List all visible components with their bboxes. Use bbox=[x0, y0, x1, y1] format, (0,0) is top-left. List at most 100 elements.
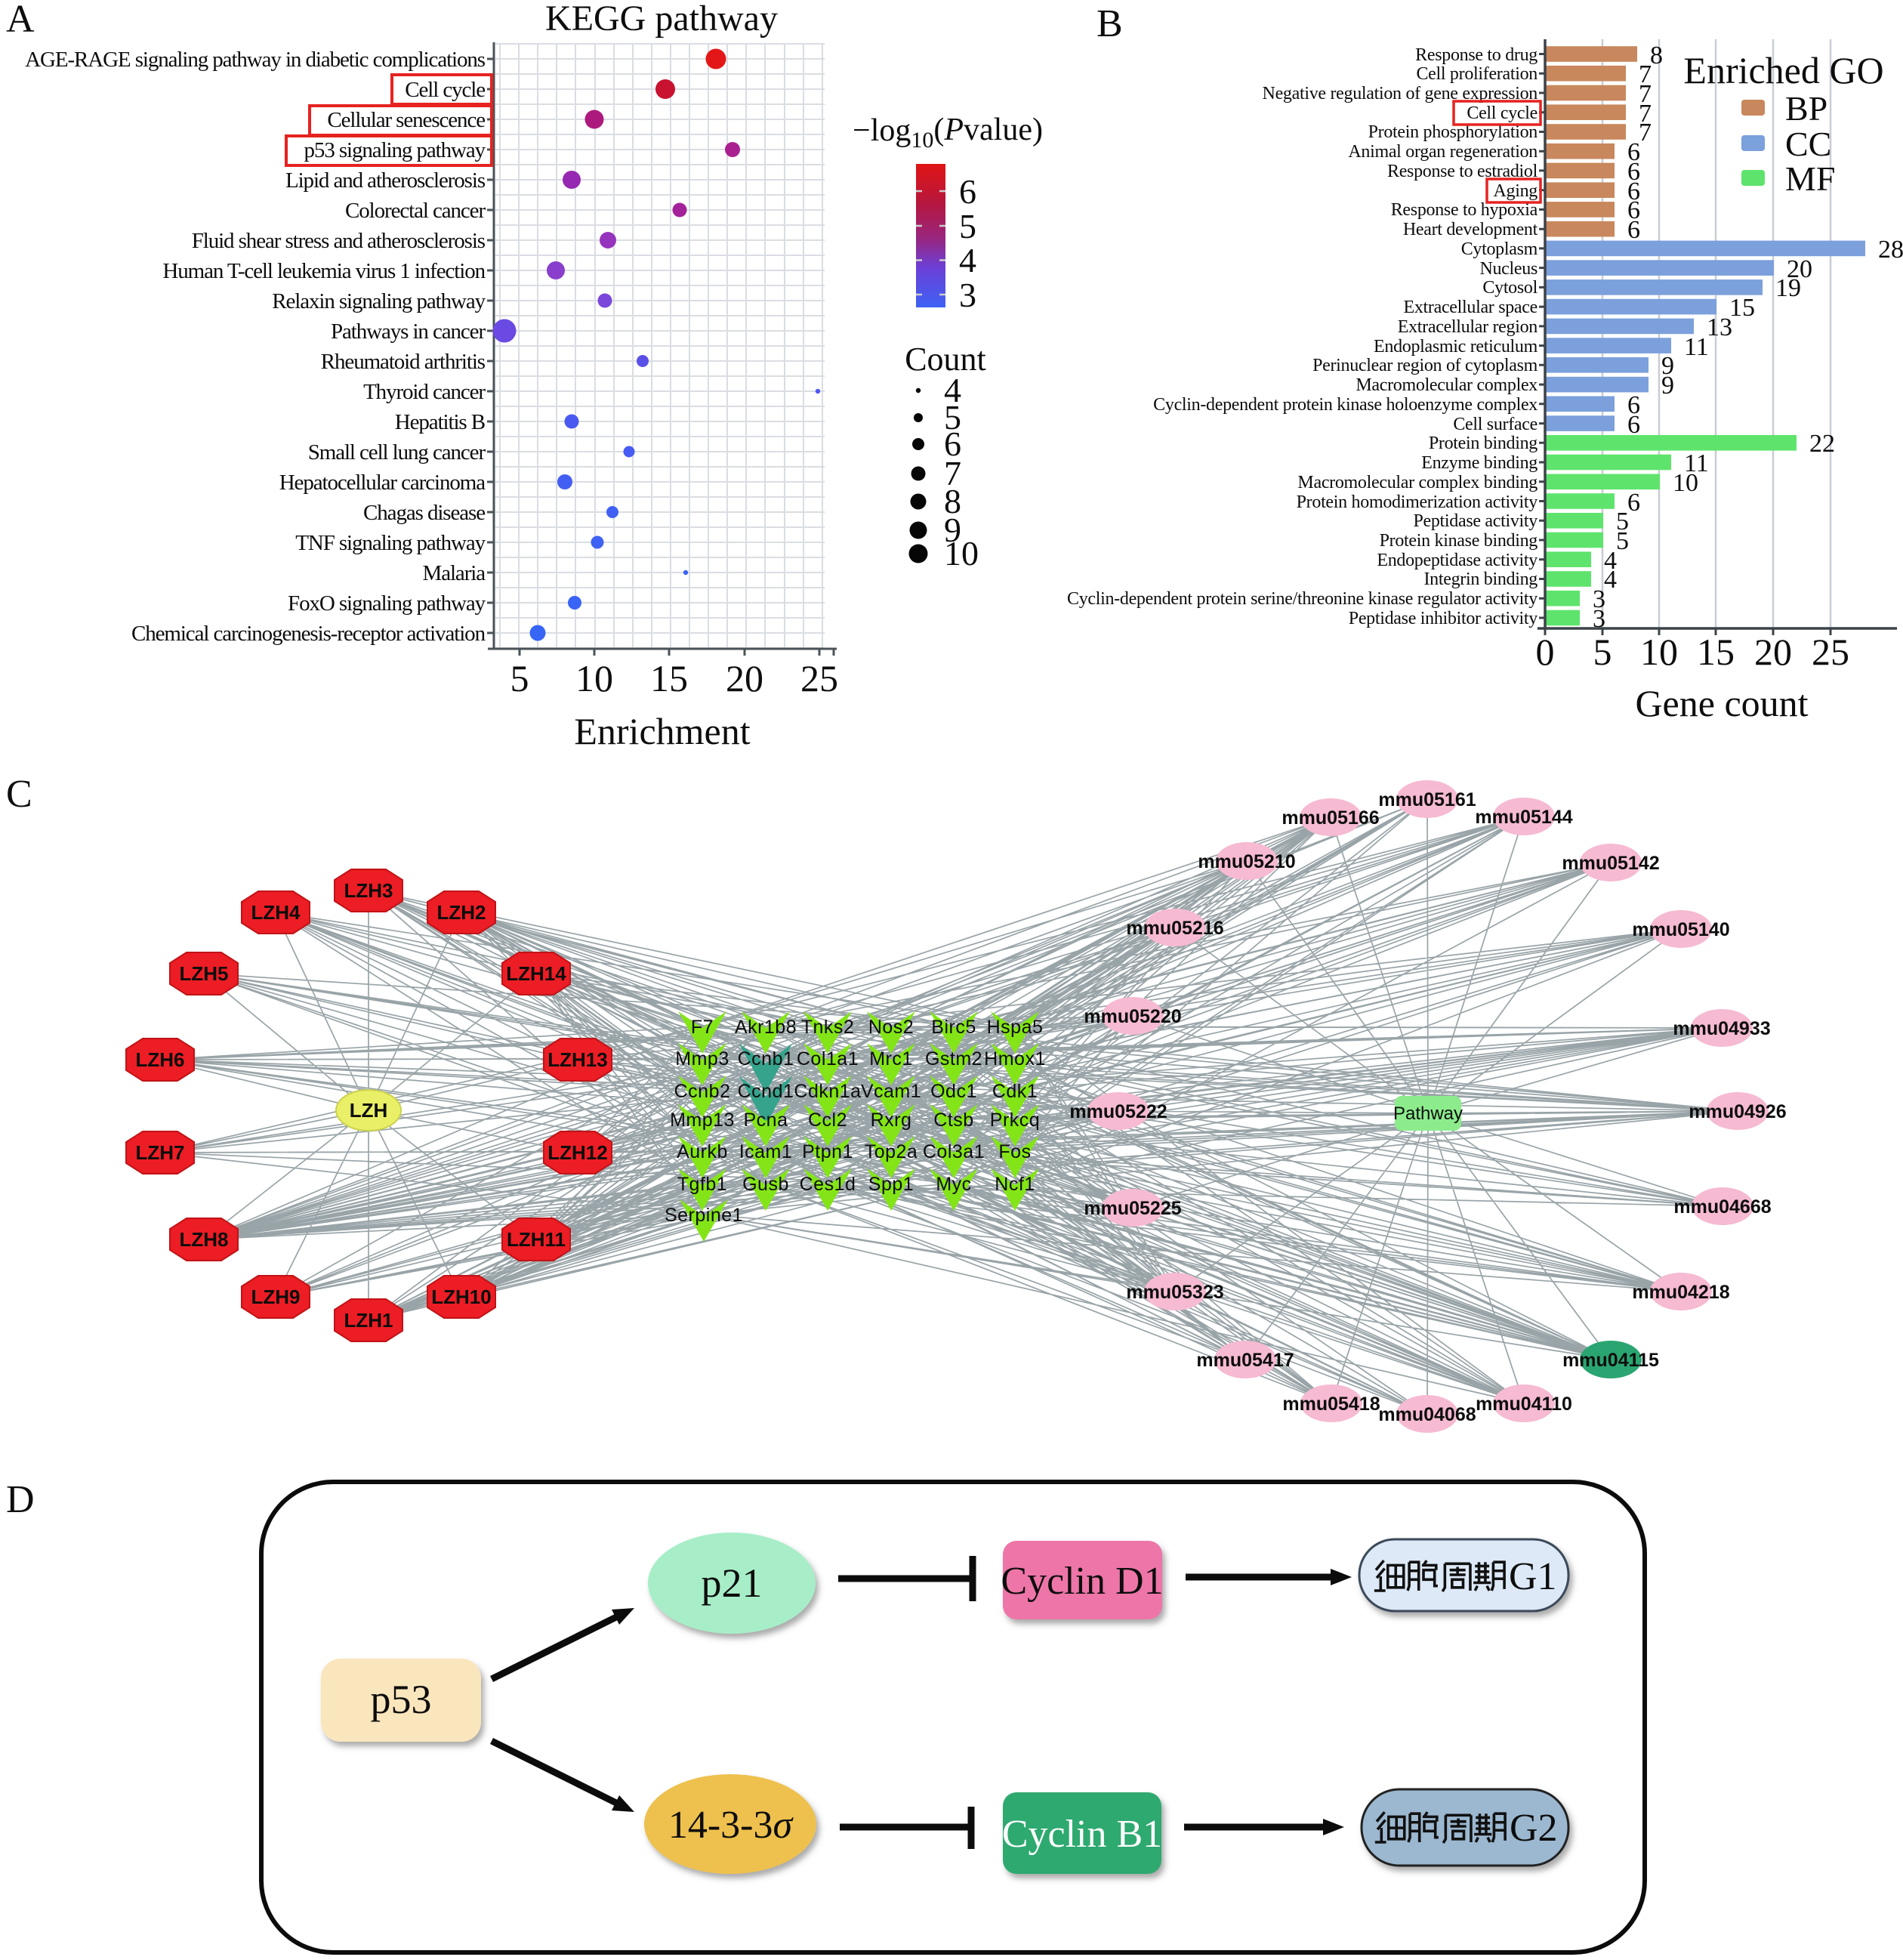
svg-text:15: 15 bbox=[650, 657, 688, 699]
svg-text:LZH2: LZH2 bbox=[437, 901, 486, 924]
svg-text:7: 7 bbox=[944, 454, 961, 492]
svg-text:Small cell lung cancer: Small cell lung cancer bbox=[308, 440, 486, 465]
svg-text:mmu05210: mmu05210 bbox=[1198, 851, 1295, 872]
svg-text:Gene count: Gene count bbox=[1635, 682, 1808, 724]
svg-text:11: 11 bbox=[1684, 449, 1709, 477]
svg-text:Cellular senescence: Cellular senescence bbox=[327, 108, 485, 132]
svg-text:Perinuclear region of cytoplas: Perinuclear region of cytoplasm bbox=[1312, 356, 1538, 375]
svg-text:Cell surface: Cell surface bbox=[1453, 415, 1538, 434]
svg-text:9: 9 bbox=[944, 511, 961, 549]
svg-text:6: 6 bbox=[944, 424, 961, 463]
svg-text:13: 13 bbox=[1707, 313, 1732, 341]
svg-text:8: 8 bbox=[1650, 42, 1663, 69]
svg-text:Prkcq: Prkcq bbox=[990, 1110, 1040, 1131]
svg-text:Cell cycle: Cell cycle bbox=[405, 78, 485, 102]
svg-text:Spp1: Spp1 bbox=[868, 1174, 914, 1195]
svg-text:9: 9 bbox=[1661, 372, 1674, 400]
svg-text:Gstm2: Gstm2 bbox=[925, 1048, 982, 1070]
svg-text:p21: p21 bbox=[702, 1560, 763, 1606]
svg-text:mmu05142: mmu05142 bbox=[1562, 853, 1659, 874]
svg-text:LZH5: LZH5 bbox=[180, 962, 229, 985]
svg-text:Odc1: Odc1 bbox=[930, 1081, 977, 1102]
svg-text:mmu04068: mmu04068 bbox=[1378, 1404, 1476, 1425]
svg-text:Peptidase activity: Peptidase activity bbox=[1413, 511, 1538, 531]
svg-text:Pcna: Pcna bbox=[744, 1110, 788, 1131]
svg-text:Aging: Aging bbox=[1493, 181, 1538, 201]
svg-text:Cyclin D1: Cyclin D1 bbox=[1001, 1560, 1163, 1603]
svg-text:Peptidase inhibitor activity: Peptidase inhibitor activity bbox=[1349, 609, 1538, 628]
svg-text:Col1a1: Col1a1 bbox=[797, 1048, 859, 1070]
svg-text:Mmp3: Mmp3 bbox=[675, 1048, 729, 1070]
svg-text:Endoplasmic reticulum: Endoplasmic reticulum bbox=[1374, 337, 1538, 357]
svg-text:Integrin binding: Integrin binding bbox=[1423, 569, 1538, 589]
svg-text:F7: F7 bbox=[691, 1017, 714, 1038]
svg-text:Chagas disease: Chagas disease bbox=[363, 501, 485, 525]
svg-text:6: 6 bbox=[1627, 411, 1640, 439]
svg-text:C: C bbox=[6, 773, 32, 816]
svg-text:Count: Count bbox=[905, 341, 986, 378]
svg-text:mmu05166: mmu05166 bbox=[1282, 807, 1379, 829]
svg-text:LZH4: LZH4 bbox=[251, 901, 301, 924]
svg-text:Ccnb2: Ccnb2 bbox=[674, 1081, 731, 1102]
svg-text:Enriched GO: Enriched GO bbox=[1683, 49, 1883, 91]
svg-text:6: 6 bbox=[1627, 177, 1640, 205]
svg-text:Cell proliferation: Cell proliferation bbox=[1416, 64, 1538, 84]
svg-text:D: D bbox=[6, 1478, 35, 1521]
svg-text:Rxrg: Rxrg bbox=[871, 1110, 912, 1131]
svg-text:LZH12: LZH12 bbox=[547, 1141, 607, 1164]
svg-text:Mmp13: Mmp13 bbox=[670, 1110, 735, 1131]
svg-text:LZH8: LZH8 bbox=[180, 1228, 229, 1251]
svg-text:Fluid shear stress and atheros: Fluid shear stress and atherosclerosis bbox=[192, 229, 486, 253]
svg-text:LZH11: LZH11 bbox=[507, 1228, 566, 1251]
svg-text:25: 25 bbox=[1812, 631, 1849, 673]
svg-text:7: 7 bbox=[1639, 119, 1652, 147]
svg-text:6: 6 bbox=[1627, 196, 1640, 224]
svg-text:Cytosol: Cytosol bbox=[1482, 278, 1538, 298]
svg-text:Macromolecular complex: Macromolecular complex bbox=[1356, 375, 1538, 395]
svg-text:5: 5 bbox=[959, 207, 976, 245]
svg-text:10: 10 bbox=[575, 657, 613, 699]
svg-text:4: 4 bbox=[1604, 547, 1617, 575]
svg-text:KEGG pathway: KEGG pathway bbox=[545, 0, 778, 39]
svg-text:LZH14: LZH14 bbox=[506, 962, 566, 985]
svg-text:Macromolecular complex binding: Macromolecular complex binding bbox=[1297, 473, 1538, 492]
svg-text:Extracellular space: Extracellular space bbox=[1403, 298, 1538, 317]
svg-text:6: 6 bbox=[1627, 391, 1640, 419]
svg-text:FoxO signaling pathway: FoxO signaling pathway bbox=[288, 591, 486, 616]
svg-text:25: 25 bbox=[800, 657, 838, 699]
svg-text:LZH6: LZH6 bbox=[136, 1048, 185, 1071]
svg-text:Cell cycle: Cell cycle bbox=[1467, 103, 1538, 123]
svg-text:Endopeptidase activity: Endopeptidase activity bbox=[1377, 551, 1538, 570]
svg-text:5: 5 bbox=[1616, 527, 1629, 555]
svg-text:11: 11 bbox=[1684, 333, 1709, 361]
svg-text:Cyclin-dependent protein kinas: Cyclin-dependent protein kinase holoenzy… bbox=[1153, 395, 1538, 415]
svg-text:LZH10: LZH10 bbox=[431, 1286, 491, 1308]
svg-text:Protein binding: Protein binding bbox=[1429, 434, 1538, 453]
svg-text:7: 7 bbox=[1639, 60, 1652, 88]
svg-text:LZH1: LZH1 bbox=[344, 1309, 393, 1332]
svg-text:10: 10 bbox=[944, 534, 979, 573]
svg-text:9: 9 bbox=[1661, 352, 1674, 380]
svg-text:5: 5 bbox=[1616, 508, 1629, 536]
svg-text:mmu05216: mmu05216 bbox=[1126, 918, 1223, 939]
svg-text:15: 15 bbox=[1729, 294, 1755, 322]
svg-text:Hepatocellular carcinoma: Hepatocellular carcinoma bbox=[279, 471, 486, 495]
svg-text:Vcam1: Vcam1 bbox=[861, 1081, 921, 1102]
svg-text:15: 15 bbox=[1697, 631, 1735, 673]
svg-text:5: 5 bbox=[510, 657, 529, 699]
svg-text:MF: MF bbox=[1785, 159, 1835, 198]
svg-text:Response to drug: Response to drug bbox=[1415, 45, 1538, 65]
svg-text:Heart development: Heart development bbox=[1403, 220, 1538, 239]
svg-text:3: 3 bbox=[959, 276, 976, 314]
svg-text:8: 8 bbox=[944, 482, 961, 520]
svg-text:mmu04115: mmu04115 bbox=[1562, 1350, 1659, 1371]
svg-text:mmu04933: mmu04933 bbox=[1673, 1018, 1770, 1039]
svg-text:6: 6 bbox=[1627, 489, 1640, 517]
svg-text:G1: G1 bbox=[1509, 1555, 1557, 1598]
svg-text:Icam1: Icam1 bbox=[739, 1141, 793, 1162]
svg-text:AGE-RAGE signaling pathway in: AGE-RAGE signaling pathway in diabetic c… bbox=[25, 48, 486, 72]
svg-text:mmu04218: mmu04218 bbox=[1632, 1282, 1729, 1303]
svg-text:Enzyme binding: Enzyme binding bbox=[1421, 453, 1538, 473]
svg-text:Top2a: Top2a bbox=[865, 1141, 918, 1162]
svg-text:5: 5 bbox=[1593, 631, 1612, 673]
